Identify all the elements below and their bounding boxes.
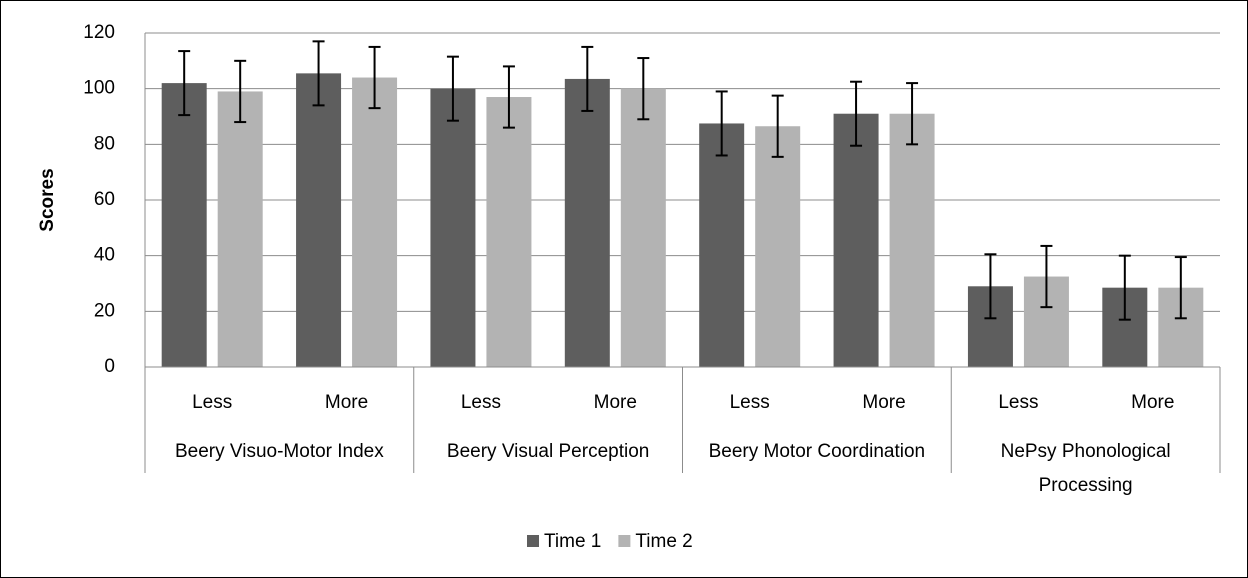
error-bar (312, 40, 325, 107)
bar (699, 123, 745, 367)
x-tick-label: More (325, 392, 368, 413)
bar (161, 83, 207, 367)
y-tick-label: 0 (104, 356, 115, 377)
legend-label: Time 1 (544, 531, 601, 552)
error-bar (234, 59, 247, 124)
y-tick-label: 40 (94, 245, 115, 266)
error-bar (1118, 254, 1131, 321)
error-bar (1040, 244, 1053, 309)
legend-swatch (527, 535, 539, 547)
y-tick-label: 60 (94, 189, 115, 210)
x-tick-label: Less (192, 392, 232, 413)
y-tick-label: 100 (83, 78, 115, 99)
error-bar (637, 57, 650, 121)
error-bar (906, 82, 919, 146)
bar (217, 91, 263, 367)
bar (486, 97, 532, 368)
x-tick-label: Less (730, 392, 770, 413)
error-bar (446, 55, 459, 122)
y-axis-label: Scores (37, 168, 58, 231)
bar (833, 113, 879, 367)
group-label: Beery Visuo-Motor Index (175, 441, 384, 462)
error-bar (178, 50, 191, 117)
bar (296, 73, 342, 367)
error-bar (715, 90, 728, 157)
bar (430, 88, 476, 368)
error-bar (850, 80, 863, 147)
x-tick-label: More (862, 392, 905, 413)
legend-swatch (618, 535, 631, 547)
y-tick-label: 120 (83, 22, 115, 43)
error-bar (771, 94, 784, 158)
bar (755, 126, 801, 367)
bar (889, 113, 935, 367)
group-label: NePsy Phonological Processing (1000, 441, 1171, 496)
group-label: Beery Motor Coordination (708, 441, 926, 462)
error-bar (502, 65, 515, 129)
bar (564, 78, 610, 368)
x-tick-label: Less (998, 392, 1038, 413)
x-tick-label: More (594, 392, 637, 413)
error-bar (984, 253, 997, 320)
legend-label: Time 2 (635, 531, 692, 552)
bar (352, 77, 398, 368)
x-tick-label: Less (461, 392, 501, 413)
group-label: Beery Visual Perception (446, 441, 650, 462)
error-bar (368, 45, 381, 110)
x-tick-label: More (1131, 392, 1174, 413)
error-bar (1174, 256, 1187, 320)
y-tick-label: 20 (94, 300, 115, 321)
error-bar (581, 45, 594, 112)
bar (620, 88, 666, 368)
y-tick-label: 80 (94, 133, 115, 154)
